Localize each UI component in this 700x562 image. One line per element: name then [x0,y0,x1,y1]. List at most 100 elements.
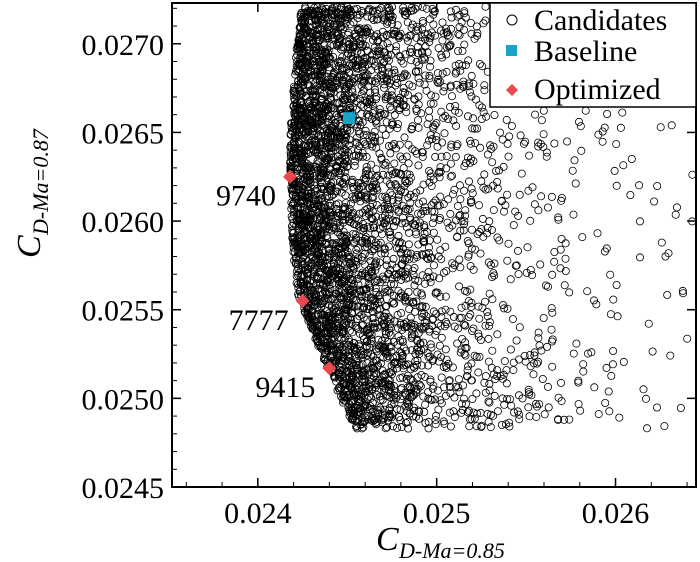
candidate-point [619,357,628,366]
candidate-point [379,413,388,422]
candidate-point [396,238,405,247]
candidate-point [315,216,324,225]
candidate-point [456,210,465,219]
candidate-point [475,352,484,361]
candidate-point [394,196,403,205]
candidate-point [441,345,450,354]
candidate-point [343,247,352,256]
candidate-point [342,10,351,19]
candidate-point [498,135,507,144]
candidate-point [407,392,416,401]
candidate-point [404,193,413,202]
candidate-point [323,275,332,284]
candidate-point [364,76,373,85]
candidate-point [428,356,437,365]
candidate-point [534,328,543,337]
candidate-point [505,132,514,141]
candidate-point [449,116,458,125]
candidate-point [415,380,424,389]
candidate-point [432,132,441,141]
candidate-point [608,360,617,369]
candidate-point [365,392,374,401]
candidate-point [349,294,358,303]
candidate-point [342,132,351,141]
candidate-point [336,14,345,23]
optimized-point [283,169,298,184]
candidate-point [373,305,382,314]
candidate-point [483,409,492,418]
candidate-point [398,201,407,210]
candidate-point [470,124,479,133]
candidate-point [344,251,353,260]
candidate-point [299,176,308,185]
candidate-point [374,409,383,418]
candidate-point [619,161,628,170]
candidate-point [381,275,390,284]
candidate-point [411,4,420,13]
candidate-point [667,121,676,130]
candidates-point-cloud [286,2,697,433]
candidate-point [537,192,546,201]
candidate-point [467,415,476,424]
candidate-point [365,94,374,103]
candidate-point [358,418,367,427]
candidate-point [316,85,325,94]
candidate-point [518,394,527,403]
candidate-point [322,114,331,123]
candidate-point [355,117,364,126]
candidate-point [639,385,648,394]
candidate-point [455,211,464,220]
candidate-point [311,235,320,244]
candidate-point [312,160,321,169]
candidate-point [368,404,377,413]
candidate-point [428,384,437,393]
candidate-point [349,286,358,295]
candidate-point [447,171,456,180]
candidate-point [341,333,350,342]
candidate-point [390,110,399,119]
candidate-point [426,169,435,178]
candidate-point [355,397,364,406]
candidate-point [308,109,317,118]
candidate-point [437,26,446,35]
candidate-point [439,417,448,426]
candidate-point [404,240,413,249]
candidate-point [484,417,493,426]
candidate-point [341,199,350,208]
candidate-point [366,406,375,415]
candidate-point [364,210,373,219]
candidate-point [465,422,474,431]
candidate-point [446,159,455,168]
candidate-point [457,408,466,417]
candidate-point [382,349,391,358]
candidate-point [480,86,489,95]
candidate-point [407,3,416,12]
candidate-point [475,227,484,236]
candidate-point [604,387,613,396]
candidate-point [444,195,453,204]
candidate-point [445,376,454,385]
candidate-point [489,411,498,420]
candidate-point [305,100,314,109]
candidate-point [426,32,435,41]
candidate-point [557,234,566,243]
candidate-point [455,255,464,264]
optimized-point-label: 7777 [229,304,289,337]
candidate-point [420,53,429,62]
candidate-point [484,334,493,343]
candidate-point [367,66,376,75]
candidate-point [301,217,310,226]
candidate-point [333,340,342,349]
candidate-point [383,416,392,425]
candidate-point [488,346,497,355]
candidate-point [301,8,310,17]
candidate-point [328,328,337,337]
candidate-point [367,416,376,425]
candidate-point [447,143,456,152]
candidate-point [335,169,344,178]
candidate-point [354,184,363,193]
candidate-point [392,181,401,190]
candidate-point [423,273,432,282]
candidate-point [363,24,372,33]
candidate-point [514,246,523,255]
